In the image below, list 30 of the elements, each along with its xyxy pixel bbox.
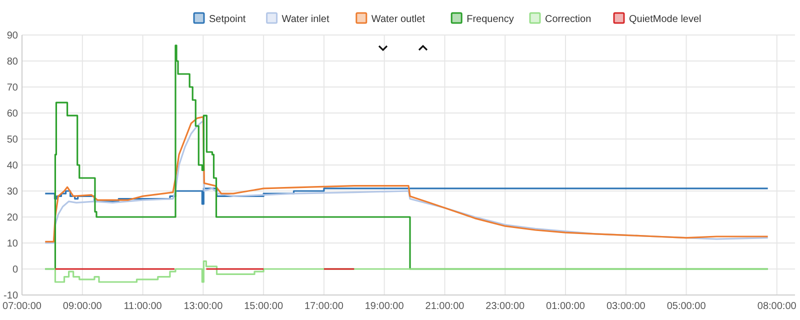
x-tick-label: 05:00:00 — [666, 301, 706, 312]
x-tick-label: 17:00:00 — [304, 301, 344, 312]
legend-label: Correction — [545, 14, 592, 25]
legend-label: Water inlet — [282, 14, 330, 25]
y-tick-label: 0 — [12, 264, 18, 276]
y-tick-label: 70 — [6, 82, 18, 94]
y-tick-label: 30 — [6, 186, 18, 198]
y-tick-label: 60 — [6, 108, 18, 120]
legend-label: Water outlet — [371, 14, 426, 25]
y-tick-label: 20 — [6, 212, 18, 224]
x-tick-label: 03:00:00 — [606, 301, 646, 312]
x-tick-label: 08:00:00 — [757, 301, 797, 312]
y-tick-label: -10 — [4, 290, 18, 302]
legend-label: Frequency — [466, 14, 514, 25]
legend-label: QuietMode level — [629, 14, 702, 25]
x-tick-label: 09:00:00 — [62, 301, 102, 312]
y-tick-label: 90 — [6, 30, 18, 42]
y-tick-label: 40 — [6, 160, 18, 172]
x-tick-label: 11:00:00 — [124, 301, 162, 312]
legend-label: Setpoint — [209, 14, 246, 25]
x-tick-label: 15:00:00 — [244, 301, 284, 312]
y-tick-label: 80 — [6, 56, 18, 68]
y-tick-label: 10 — [6, 238, 18, 250]
x-tick-label: 23:00:00 — [486, 301, 526, 312]
x-tick-label: 19:00:00 — [364, 301, 404, 312]
x-tick-label: 13:00:00 — [184, 301, 224, 312]
y-tick-label: 50 — [6, 134, 18, 146]
x-tick-label: 07:00:00 — [2, 301, 42, 312]
x-tick-label: 01:00:00 — [546, 301, 586, 312]
x-tick-label: 21:00:00 — [425, 301, 465, 312]
